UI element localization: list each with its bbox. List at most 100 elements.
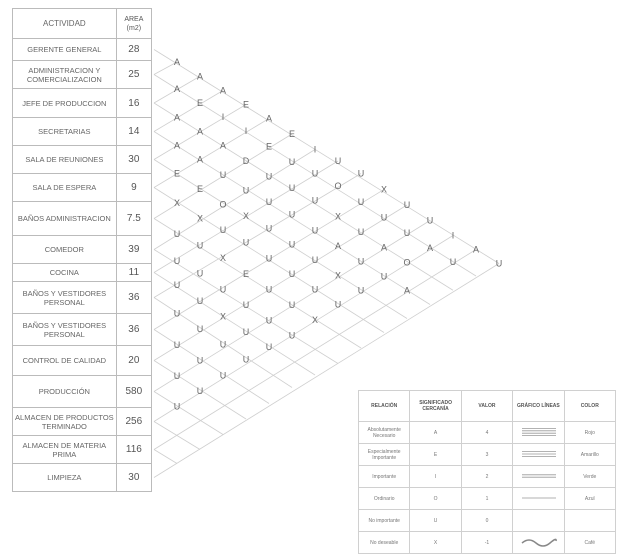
matrix-cell-code: U xyxy=(358,257,365,267)
activity-row: BAÑOS Y VESTIDORES PERSONAL 36 xyxy=(12,313,153,346)
matrix-cell-code: D xyxy=(243,156,250,166)
matrix-cell-code: A xyxy=(220,140,226,150)
matrix-cell-code: A xyxy=(381,242,387,252)
matrix-cell-code: X xyxy=(335,271,341,281)
matrix-cell-code: U xyxy=(266,171,273,181)
legend-value: -1 xyxy=(460,531,514,554)
matrix-gridline xyxy=(153,204,408,361)
legend-row: Absolutamente Necesario A 4 Rojo xyxy=(357,421,617,444)
legend-code: U xyxy=(409,509,462,532)
legend-color: Amarillo xyxy=(563,443,617,466)
matrix-cell-code: X xyxy=(335,211,341,221)
matrix-gridline xyxy=(153,391,224,435)
legend-header-value: VALOR xyxy=(460,390,514,422)
matrix-cell-code: U xyxy=(174,309,181,319)
activity-table-header: ACTIVIDAD AREA (m2) xyxy=(12,8,153,39)
activity-row: JEFE DE PRODUCCION 16 xyxy=(12,88,153,118)
legend-code: O xyxy=(409,487,462,510)
legend-line-sample xyxy=(512,421,565,444)
matrix-gridline xyxy=(153,75,201,104)
matrix-cell-code: A xyxy=(174,141,180,151)
legend-relation: Absolutamente Necesario xyxy=(357,421,411,444)
legend-relation: Especialmente Importante xyxy=(357,443,411,466)
matrix-cell-code: X xyxy=(197,214,203,224)
matrix-cell-code: U xyxy=(220,340,227,350)
matrix-gridline xyxy=(153,235,454,422)
matrix-cell-code: U xyxy=(243,238,250,248)
matrix-cell-code: U xyxy=(174,340,181,350)
activity-row: SALA DE REUNIONES 30 xyxy=(12,145,153,174)
matrix-cell-code: U xyxy=(312,195,319,205)
activity-row: PRODUCCIÓN 580 xyxy=(12,375,153,408)
matrix-gridline xyxy=(153,189,385,330)
legend-line-icon xyxy=(521,538,558,547)
matrix-cell-code: U xyxy=(174,229,181,239)
matrix-cell-code: X xyxy=(243,211,249,221)
matrix-cell-code: U xyxy=(312,255,319,265)
matrix-cell-code: O xyxy=(219,200,226,210)
legend-value: 3 xyxy=(460,443,514,466)
matrix-gridline xyxy=(153,149,316,250)
activity-table: ACTIVIDAD AREA (m2) GERENTE GENERAL 28 ADM… xyxy=(12,8,153,492)
legend-relation: No deseable xyxy=(357,531,411,554)
matrix-cell-code: U xyxy=(289,210,296,220)
activity-name: SALA DE ESPERA xyxy=(12,173,117,202)
matrix-cell-code: A xyxy=(174,57,180,67)
activity-name: SALA DE REUNIONES xyxy=(12,145,117,174)
activity-name: ADMINISTRACION Y COMERCIALIZACION xyxy=(12,60,117,89)
matrix-cell-code: I xyxy=(222,112,225,122)
matrix-cell-code: U xyxy=(450,257,457,267)
matrix-cell-code: X xyxy=(174,198,180,208)
legend-header-color: COLOR xyxy=(563,390,617,422)
matrix-cell-code: U xyxy=(243,186,250,196)
matrix-cell-code: O xyxy=(334,181,341,191)
matrix-gridline xyxy=(153,218,362,349)
matrix-gridline xyxy=(153,118,270,188)
matrix-cell-code: U xyxy=(312,226,319,236)
activity-row: BAÑOS Y VESTIDORES PERSONAL 36 xyxy=(12,281,153,314)
matrix-cell-code: U xyxy=(358,169,365,179)
matrix-gridline xyxy=(153,104,247,160)
matrix-cell-code: A xyxy=(427,243,433,253)
matrix-cell-code: U xyxy=(266,285,273,295)
matrix-cell-code: U xyxy=(174,371,181,381)
activity-area: 7.5 xyxy=(115,201,153,236)
activity-name: JEFE DE PRODUCCION xyxy=(12,88,117,118)
matrix-gridline xyxy=(153,102,454,291)
matrix-cell-code: I xyxy=(245,126,248,136)
matrix-cell-code: U xyxy=(335,156,342,166)
matrix-cell-code: A xyxy=(473,245,479,255)
matrix-cell-code: U xyxy=(312,285,319,295)
legend-line-sample xyxy=(512,509,565,532)
legend-row: Importante I 2 Verde xyxy=(357,465,617,488)
matrix-cell-code: U xyxy=(243,355,250,365)
matrix-cell-code: U xyxy=(496,259,503,269)
legend-header-row: RELACIÓN SIGNIFICADO CERCANÍA VALOR GRÁF… xyxy=(357,390,617,422)
matrix-cell-code: U xyxy=(289,269,296,279)
matrix-cell-code: X xyxy=(220,253,226,263)
matrix-gridline xyxy=(153,263,500,478)
legend-color: Azul xyxy=(563,487,617,510)
activity-area: 25 xyxy=(115,60,153,89)
legend-line-icon xyxy=(514,513,564,527)
matrix-cell-code: A xyxy=(174,84,180,94)
legend-line-sample xyxy=(512,487,565,510)
matrix-gridline xyxy=(153,249,339,364)
matrix-cell-code: A xyxy=(335,241,341,251)
legend-value: 0 xyxy=(460,509,514,532)
legend-code: X xyxy=(409,531,462,554)
matrix-cell-code: U xyxy=(174,280,181,290)
legend-color xyxy=(563,509,617,532)
matrix-gridline xyxy=(153,449,178,464)
matrix-cell-code: O xyxy=(403,257,410,267)
legend-color: Verde xyxy=(563,465,617,488)
activity-row: COMEDOR 39 xyxy=(12,235,153,264)
legend-relation: Importante xyxy=(357,465,411,488)
matrix-cell-code: E xyxy=(243,269,249,279)
legend-header-lines: GRÁFICO LÍNEAS xyxy=(512,390,565,422)
matrix-cell-code: E xyxy=(197,184,203,194)
matrix-cell-code: U xyxy=(289,157,296,167)
matrix-cell-code: A xyxy=(266,114,272,124)
matrix-cell-code: A xyxy=(197,126,203,136)
matrix-gridline xyxy=(153,272,316,376)
